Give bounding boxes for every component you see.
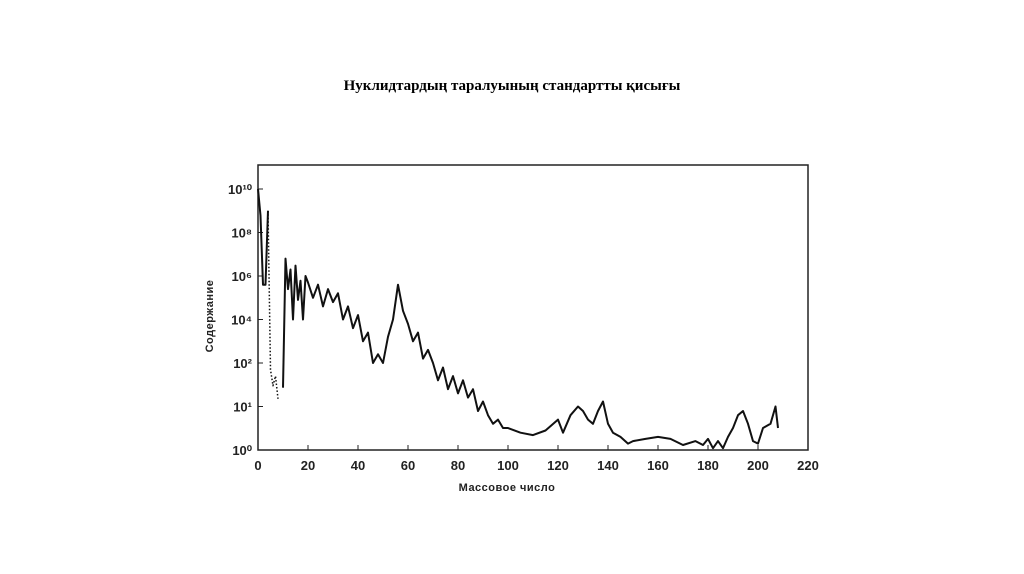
- y-tick-label: 10²: [233, 356, 252, 371]
- x-tick-label: 100: [497, 458, 519, 473]
- y-tick-label: 10⁰: [232, 443, 252, 458]
- x-tick-label: 20: [301, 458, 315, 473]
- x-tick-label: 220: [797, 458, 819, 473]
- chart-title: Нуклидтардың таралуының стандартты қисығ…: [344, 78, 681, 94]
- plot-frame: [257, 164, 809, 451]
- y-tick-label: 10⁸: [231, 226, 252, 241]
- data-line: [267, 210, 279, 399]
- x-tick-label: 0: [254, 458, 261, 473]
- x-tick-label: 200: [747, 458, 769, 473]
- y-tick-label: 10⁶: [232, 269, 252, 284]
- x-tick-label: 40: [351, 458, 365, 473]
- x-tick-label: 80: [451, 458, 465, 473]
- y-tick-label: 10¹: [233, 400, 252, 415]
- x-tick-label: 120: [547, 458, 569, 473]
- y-axis-label: Содержание: [204, 280, 216, 353]
- data-line: [257, 188, 779, 450]
- x-tick-label: 160: [647, 458, 669, 473]
- x-axis-label: Массовое число: [459, 482, 556, 494]
- x-tick-label: 60: [401, 458, 415, 473]
- y-tick-label: 10¹⁰: [228, 182, 253, 197]
- x-tick-label: 140: [597, 458, 619, 473]
- y-tick-label: 10⁴: [231, 313, 252, 328]
- x-tick-label: 180: [697, 458, 719, 473]
